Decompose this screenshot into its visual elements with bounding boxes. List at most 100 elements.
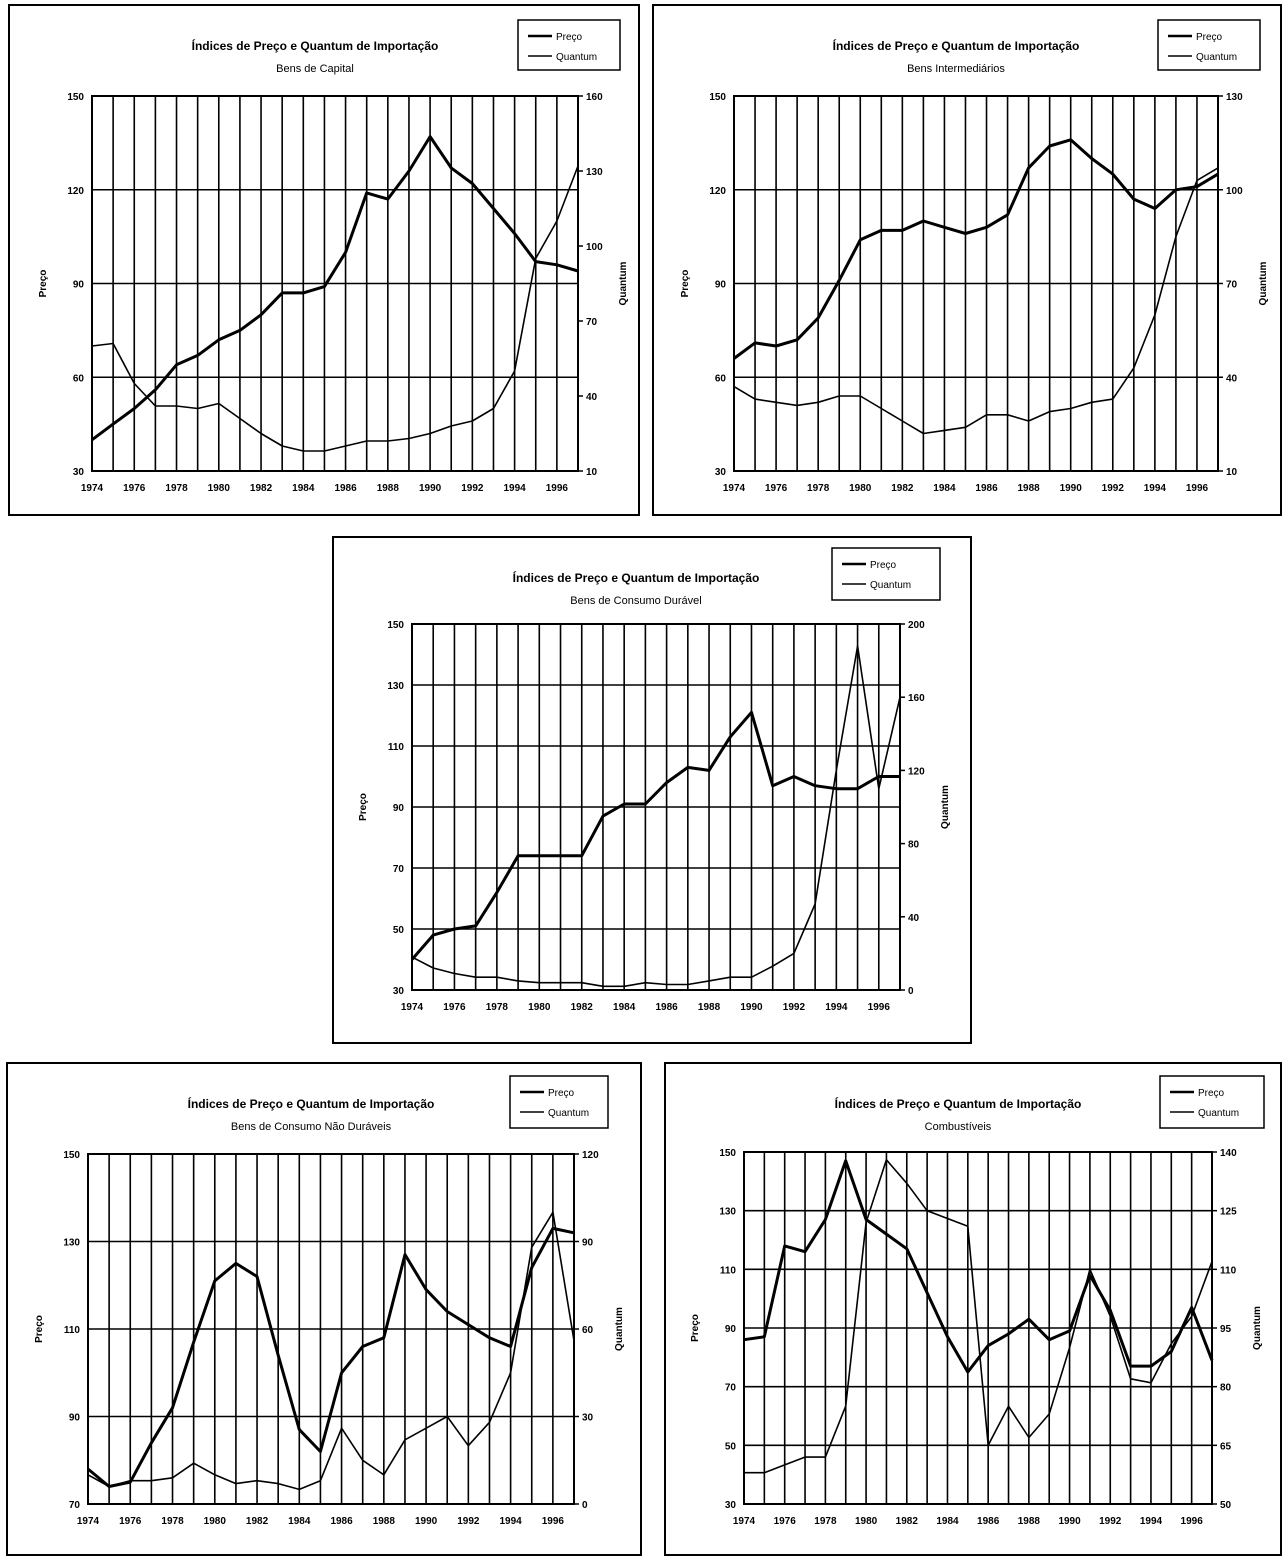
x-tick-label: 1984: [613, 1002, 636, 1013]
series-line-quantum: [87, 1211, 575, 1491]
chart-subtitle: Bens Intermediários: [907, 63, 1005, 75]
y2-tick-label: 70: [586, 317, 598, 328]
x-tick-label: 1990: [419, 483, 442, 494]
y-axis-label: Preço: [38, 270, 49, 298]
y2-tick-label: 120: [908, 766, 925, 777]
y-tick-label: 130: [387, 681, 404, 692]
y2-tick-label: 40: [908, 913, 920, 924]
x-tick-label: 1988: [373, 1516, 396, 1527]
x-tick-label: 1994: [503, 483, 526, 494]
x-tick-label: 1986: [330, 1516, 353, 1527]
y2-tick-label: 160: [586, 92, 603, 103]
y-tick-label: 150: [709, 92, 726, 103]
series-line-preco: [87, 1226, 575, 1488]
y-tick-label: 120: [67, 186, 84, 197]
chart-title: Índices de Preço e Quantum de Importação: [835, 1096, 1082, 1111]
y2-axis-label: Quantum: [614, 1307, 625, 1351]
y-tick-label: 60: [715, 373, 727, 384]
y-tick-label: 30: [715, 467, 727, 478]
y2-tick-label: 120: [582, 1150, 599, 1161]
series-line-preco: [743, 1159, 1214, 1374]
x-tick-label: 1978: [814, 1516, 837, 1527]
y2-tick-label: 95: [1220, 1324, 1232, 1335]
y2-tick-label: 130: [1226, 92, 1243, 103]
y-tick-label: 50: [725, 1441, 737, 1452]
x-tick-label: 1996: [546, 483, 569, 494]
y-tick-label: 70: [393, 864, 405, 875]
x-tick-label: 1982: [571, 1002, 594, 1013]
y2-tick-label: 70: [1226, 280, 1238, 291]
x-tick-label: 1990: [415, 1516, 438, 1527]
x-tick-label: 1994: [1144, 483, 1167, 494]
x-tick-label: 1992: [1102, 483, 1125, 494]
y-axis-label: Preço: [34, 1315, 45, 1343]
legend-label: Quantum: [556, 52, 597, 63]
series-line-preco: [733, 138, 1219, 360]
y-tick-label: 90: [69, 1413, 81, 1424]
x-tick-label: 1996: [542, 1516, 565, 1527]
legend-box: [517, 19, 621, 71]
x-tick-label: 1984: [288, 1516, 311, 1527]
plot-grid: [411, 623, 901, 991]
chart-title: Índices de Preço e Quantum de Importação: [192, 38, 439, 53]
x-tick-label: 1974: [723, 483, 746, 494]
series-line-quantum: [733, 167, 1219, 435]
legend: Preço Quantum: [1157, 19, 1261, 71]
x-tick-label: 1988: [1017, 483, 1040, 494]
x-tick-label: 1994: [499, 1516, 522, 1527]
y2-tick-label: 10: [1226, 467, 1238, 478]
y-tick-label: 150: [719, 1148, 736, 1159]
y-tick-label: 110: [388, 742, 405, 753]
y2-tick-label: 110: [1220, 1265, 1237, 1276]
y-tick-label: 150: [387, 620, 404, 631]
y-tick-label: 90: [715, 280, 727, 291]
y-tick-label: 60: [73, 373, 85, 384]
chart-panel-combustiveis: Índices de Preço e Quantum de Importação…: [664, 1062, 1282, 1556]
x-tick-label: 1976: [443, 1002, 466, 1013]
x-tick-label: 1974: [733, 1516, 756, 1527]
y-tick-label: 90: [73, 280, 85, 291]
x-tick-label: 1992: [457, 1516, 480, 1527]
x-tick-label: 1986: [977, 1516, 1000, 1527]
chart-title: Índices de Preço e Quantum de Importação: [513, 570, 760, 585]
x-tick-label: 1988: [698, 1002, 721, 1013]
x-tick-label: 1976: [119, 1516, 142, 1527]
y-tick-label: 90: [393, 803, 405, 814]
x-tick-label: 1996: [1186, 483, 1209, 494]
y2-tick-label: 0: [908, 986, 914, 997]
y-axis-label: Preço: [358, 793, 369, 821]
y2-tick-label: 50: [1220, 1500, 1232, 1511]
y-tick-label: 70: [69, 1500, 81, 1511]
x-tick-label: 1978: [486, 1002, 509, 1013]
legend-label: Quantum: [870, 580, 911, 591]
y-tick-label: 90: [725, 1324, 737, 1335]
legend-box: [509, 1075, 609, 1129]
x-tick-label: 1986: [975, 483, 998, 494]
y2-tick-label: 10: [586, 467, 598, 478]
plot-area: [91, 95, 579, 472]
chart-title: Índices de Preço e Quantum de Importação: [833, 38, 1080, 53]
y2-tick-label: 40: [586, 392, 598, 403]
x-tick-label: 1980: [528, 1002, 551, 1013]
x-tick-label: 1996: [868, 1002, 891, 1013]
x-tick-label: 1990: [740, 1002, 763, 1013]
x-tick-label: 1982: [246, 1516, 269, 1527]
y-tick-label: 130: [719, 1207, 736, 1218]
legend: Preço Quantum: [831, 547, 941, 601]
x-tick-label: 1980: [204, 1516, 227, 1527]
x-tick-label: 1982: [250, 483, 273, 494]
x-tick-label: 1978: [807, 483, 830, 494]
legend-box: [1159, 1075, 1265, 1129]
x-tick-label: 1978: [161, 1516, 184, 1527]
chart-panel-bens-de-consumo-duravel: Índices de Preço e Quantum de Importação…: [332, 536, 972, 1044]
y-tick-label: 30: [73, 467, 85, 478]
y2-tick-label: 125: [1220, 1207, 1237, 1218]
y2-axis-label: Quantum: [1252, 1306, 1263, 1350]
x-tick-label: 1974: [77, 1516, 100, 1527]
y2-tick-label: 90: [582, 1238, 594, 1249]
legend-label: Quantum: [548, 1108, 589, 1119]
x-tick-label: 1976: [774, 1516, 797, 1527]
x-tick-label: 1992: [783, 1002, 806, 1013]
x-tick-label: 1984: [933, 483, 956, 494]
y2-axis-label: Quantum: [940, 785, 951, 829]
